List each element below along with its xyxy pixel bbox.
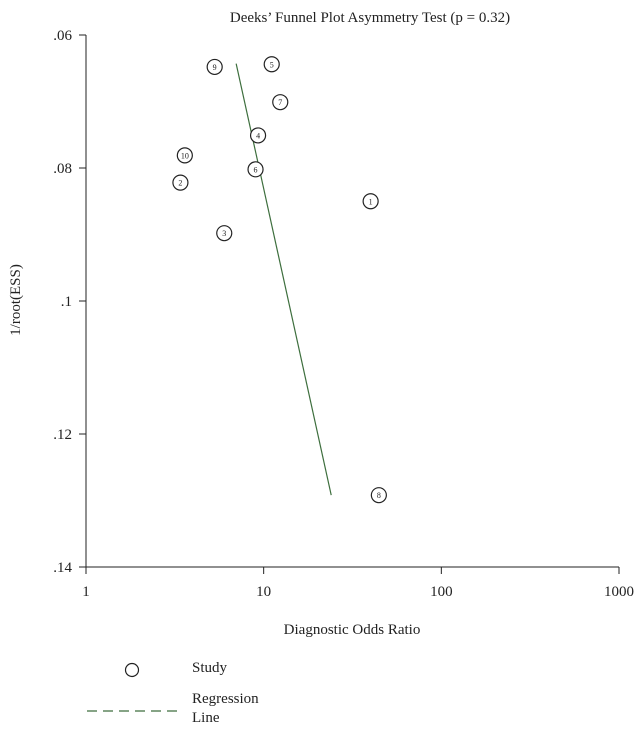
legend-regression-label: Regression bbox=[192, 691, 259, 707]
x-tick-label-3: 1000 bbox=[604, 584, 634, 600]
study-point-label-2: 2 bbox=[178, 179, 182, 188]
y-tick-label-0: .06 bbox=[53, 28, 72, 44]
study-point-label-5: 5 bbox=[270, 60, 274, 69]
x-ticks: 1 10 100 1000 bbox=[82, 567, 634, 600]
study-point-3 bbox=[216, 225, 233, 242]
study-point-1 bbox=[362, 193, 379, 210]
study-point-label-10: 10 bbox=[181, 151, 189, 160]
legend-regression-label-line2: Line bbox=[192, 710, 220, 726]
study-point-9 bbox=[206, 58, 223, 76]
y-axis-label: 1/root(ESS) bbox=[8, 264, 24, 336]
study-point-label-3: 3 bbox=[222, 229, 226, 238]
y-tick-label-3: .12 bbox=[53, 427, 72, 443]
regression-line bbox=[235, 63, 332, 496]
x-axis-label: Diagnostic Odds Ratio bbox=[284, 622, 421, 638]
legend-study-label: Study bbox=[192, 660, 228, 676]
study-point-5 bbox=[263, 56, 280, 73]
study-point-10 bbox=[176, 147, 193, 164]
study-point-8 bbox=[370, 487, 387, 504]
study-point-label-8: 8 bbox=[377, 491, 381, 500]
y-tick-label-1: .08 bbox=[53, 161, 72, 177]
x-tick-label-0: 1 bbox=[82, 584, 90, 600]
study-point-6 bbox=[247, 161, 264, 178]
study-point-4 bbox=[249, 127, 267, 144]
x-tick-label-1: 10 bbox=[256, 584, 271, 600]
study-point-label-6: 6 bbox=[254, 165, 258, 174]
y-tick-label-4: .14 bbox=[53, 560, 72, 576]
study-point-label-1: 1 bbox=[369, 197, 373, 206]
legend: Study Regression Line bbox=[87, 660, 259, 726]
legend-study-symbol bbox=[124, 662, 140, 678]
y-ticks: .06 .08 .1 .12 .14 bbox=[53, 28, 86, 576]
study-point-7 bbox=[272, 94, 289, 111]
study-point-label-9: 9 bbox=[213, 63, 217, 72]
chart-title: Deeks’ Funnel Plot Asymmetry Test (p = 0… bbox=[230, 10, 510, 26]
study-point-label-7: 7 bbox=[278, 98, 282, 107]
study-points: 1 2 3 4 5 6 7 8 9 10 bbox=[172, 56, 387, 504]
study-point-2 bbox=[172, 174, 189, 191]
y-tick-label-2: .1 bbox=[61, 294, 72, 310]
x-tick-label-2: 100 bbox=[430, 584, 453, 600]
study-point-label-4: 4 bbox=[256, 131, 260, 140]
